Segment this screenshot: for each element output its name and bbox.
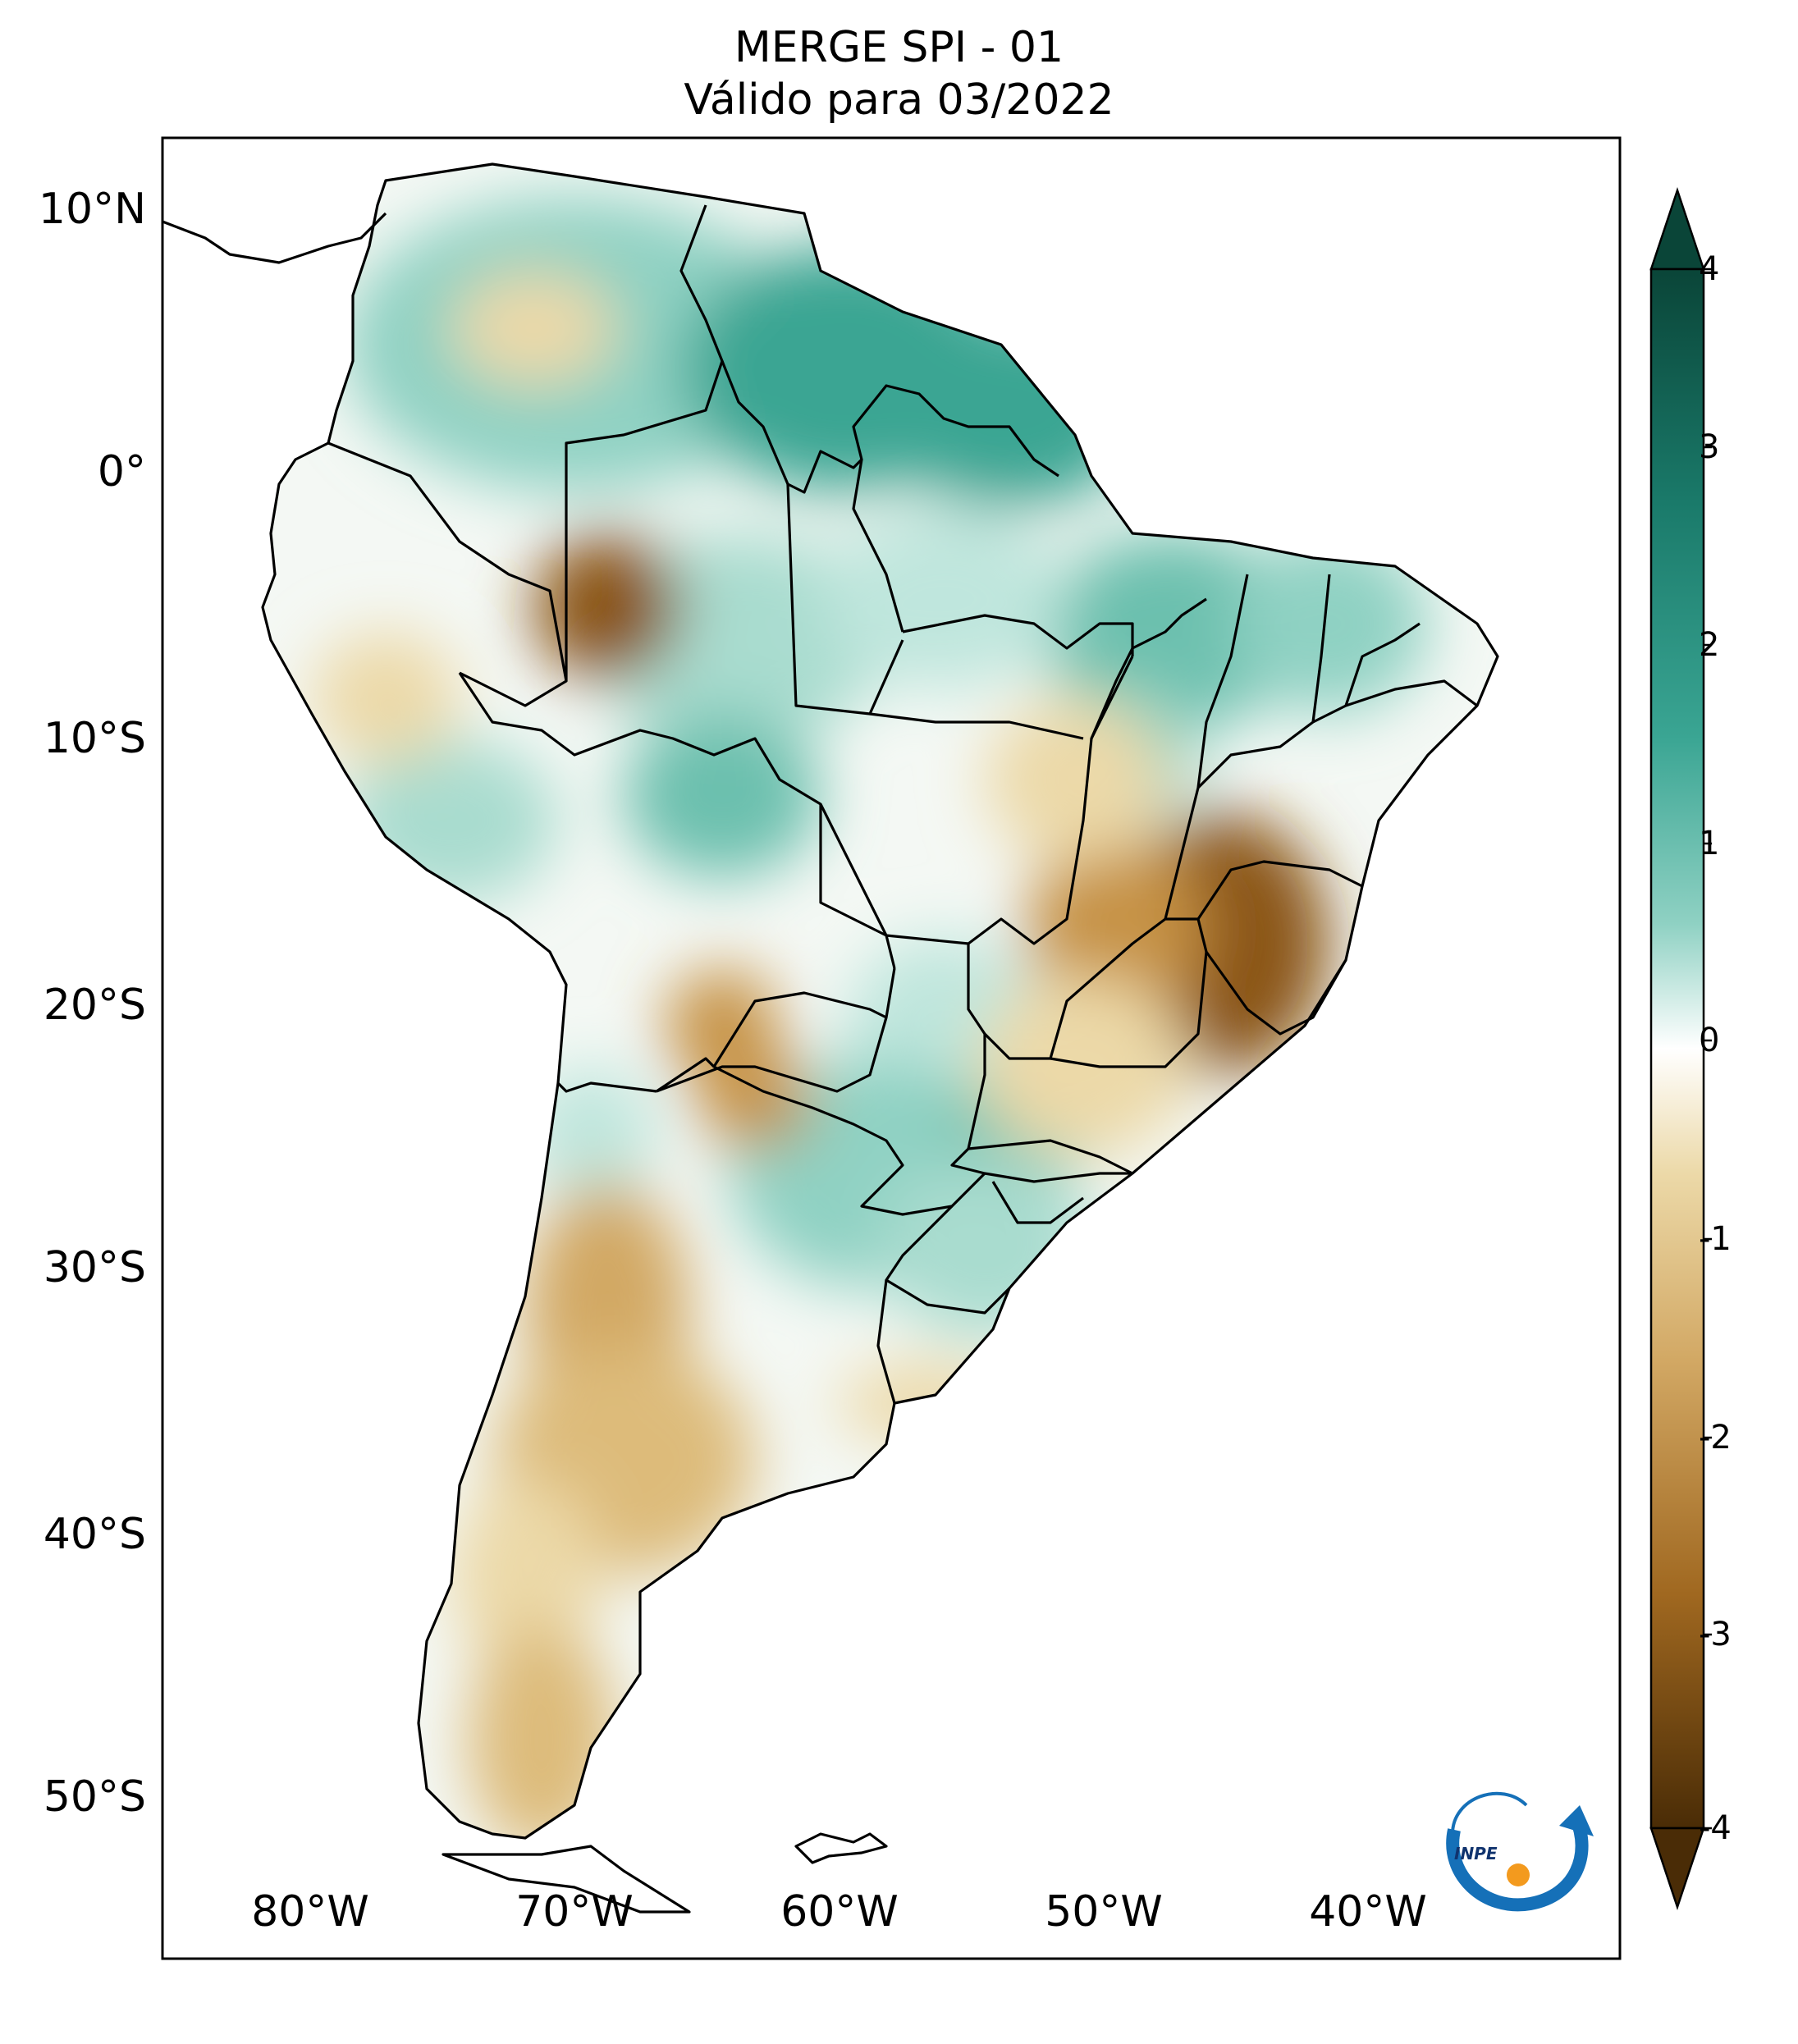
- colorbar-min-arrow: [1649, 1827, 1705, 1910]
- map-subtitle: Válido para 03/2022: [684, 75, 1114, 125]
- colorbar-tick: -1: [1699, 1220, 1732, 1258]
- colorbar-tick: -2: [1699, 1419, 1732, 1456]
- lat-label-10n: 10°N: [38, 185, 146, 234]
- lat-label-0: 0°: [97, 447, 146, 496]
- lon-label-80w: 80°W: [251, 1887, 369, 1937]
- colorbar: [1649, 187, 1712, 1910]
- lat-label-30s: 30°S: [43, 1243, 146, 1292]
- colorbar-tick: 3: [1699, 428, 1720, 466]
- colorbar-gradient: [1649, 268, 1705, 1830]
- colorbar-tick: 4: [1699, 250, 1720, 288]
- lon-label-40w: 40°W: [1309, 1887, 1427, 1937]
- inpe-logo-text: INPE: [1454, 1844, 1498, 1863]
- lon-label-70w: 70°W: [515, 1887, 634, 1937]
- map-title: MERGE SPI - 01: [734, 23, 1064, 72]
- lat-label-20s: 20°S: [43, 981, 146, 1030]
- colorbar-tick: 1: [1699, 825, 1720, 862]
- lat-label-40s: 40°S: [43, 1510, 146, 1559]
- colorbar-tick: 2: [1699, 626, 1720, 664]
- lon-label-60w: 60°W: [780, 1887, 899, 1937]
- inpe-logo: INPE: [1446, 1791, 1594, 1912]
- colorbar-max-arrow: [1649, 187, 1705, 271]
- lat-label-10s: 10°S: [43, 714, 146, 763]
- lon-label-50w: 50°W: [1045, 1887, 1163, 1937]
- country-borders: [162, 162, 1499, 1914]
- colorbar-tick: 0: [1699, 1022, 1720, 1059]
- colorbar-tick: -3: [1699, 1616, 1732, 1653]
- colorbar-tick: -4: [1699, 1809, 1732, 1847]
- lat-label-50s: 50°S: [43, 1772, 146, 1822]
